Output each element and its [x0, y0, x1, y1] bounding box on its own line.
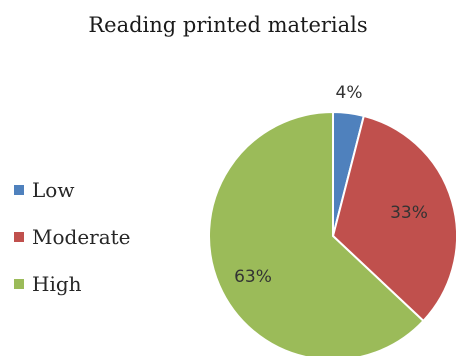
pie-slice-moderate: [331, 114, 456, 323]
legend-label-high: High: [32, 271, 82, 296]
legend-swatch-moderate: [14, 231, 24, 242]
legend-item-low: Low: [14, 166, 131, 213]
legend-label-moderate: Moderate: [32, 224, 131, 249]
legend-item-high: High: [14, 260, 131, 307]
data-label-high: 63%: [234, 267, 272, 287]
legend-label-low: Low: [32, 177, 75, 202]
legend-swatch-high: [14, 278, 24, 289]
data-label-moderate: 33%: [390, 203, 428, 223]
legend-item-moderate: Moderate: [14, 213, 131, 260]
legend-swatch-low: [14, 184, 24, 195]
legend: Low Moderate High: [14, 166, 131, 307]
chart-title: Reading printed materials: [88, 13, 368, 37]
data-label-low: 4%: [336, 83, 363, 103]
